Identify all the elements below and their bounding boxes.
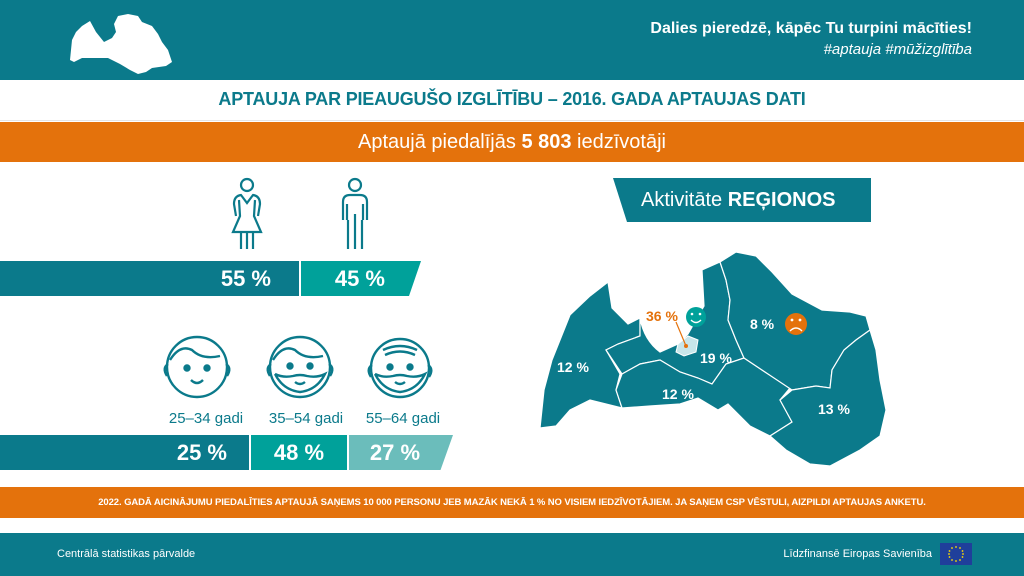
female-bar: 55 % — [0, 261, 299, 296]
region-label-kurzeme: 12 % — [557, 359, 589, 375]
young-face-icon — [163, 335, 231, 399]
footer-cofinance: Līdzfinansē Eiropas Savienība — [783, 548, 932, 560]
regions-heading-prefix: Aktivitāte — [641, 189, 728, 211]
notice-banner: 2022. GADĀ AICINĀJUMU PIEDALĪTIES APTAUJ… — [0, 487, 1024, 518]
page-title: APTAUJA PAR PIEAUGUŠO IZGLĪTĪBU – 2016. … — [218, 89, 806, 109]
age-label-25-34: 25–34 gadi — [168, 410, 244, 427]
smiley-sad-icon — [785, 313, 807, 335]
regions-heading-bold: REĢIONOS — [727, 189, 836, 211]
man-icon — [341, 177, 369, 249]
woman-icon — [231, 177, 263, 249]
old-face-icon — [367, 337, 433, 399]
regions-heading: Aktivitāte REĢIONOS — [613, 178, 871, 222]
footer-org: Centrālā statistikas pārvalde — [57, 548, 196, 560]
region-latgale — [769, 329, 887, 467]
age-bar-35-54: 48 % — [251, 435, 347, 470]
region-label-zemgale: 12 % — [662, 386, 694, 402]
participants-banner: Aptaujā piedalījās 5 803 iedzīvotāji — [0, 122, 1024, 162]
age-bar-25-34: 25 % — [0, 435, 249, 470]
eu-flag-icon — [940, 543, 972, 565]
participants-count: 5 803 — [521, 131, 572, 153]
age-label-35-54: 35–54 gadi — [268, 410, 344, 427]
age-label-55-64: 55–64 gadi — [365, 410, 441, 427]
age-value-55-64: 27 % — [369, 439, 421, 465]
region-label-riga: 36 % — [646, 308, 678, 324]
smiley-happy-icon — [686, 307, 706, 327]
latvia-map-icon — [70, 14, 172, 74]
age-bar-55-64: 27 % — [349, 435, 453, 470]
top-banner: Dalies pieredzē, kāpēc Tu turpini mācīti… — [0, 0, 1024, 80]
divider — [0, 120, 1024, 121]
female-value: 55 % — [220, 265, 271, 291]
male-bar: 45 % — [301, 261, 421, 296]
region-label-vidzeme: 8 % — [750, 316, 775, 332]
footer: Centrālā statistikas pārvalde Līdzfinans… — [0, 533, 1024, 576]
region-label-pieriga: 19 % — [700, 350, 732, 366]
region-label-latgale: 13 % — [818, 401, 850, 417]
male-value: 45 % — [334, 265, 385, 291]
latvia-regions-map — [539, 251, 887, 467]
slogan-text: Dalies pieredzē, kāpēc Tu turpini mācīti… — [650, 20, 972, 37]
slogan: Dalies pieredzē, kāpēc Tu turpini mācīti… — [650, 18, 972, 60]
participants-prefix: Aptaujā piedalījās — [357, 131, 522, 153]
hashtags: #aptauja #mūžizglītība — [823, 41, 972, 58]
participants-suffix: iedzīvotāji — [571, 131, 666, 153]
age-value-35-54: 48 % — [273, 439, 325, 465]
bearded-face-icon — [266, 335, 334, 399]
age-value-25-34: 25 % — [176, 439, 227, 465]
